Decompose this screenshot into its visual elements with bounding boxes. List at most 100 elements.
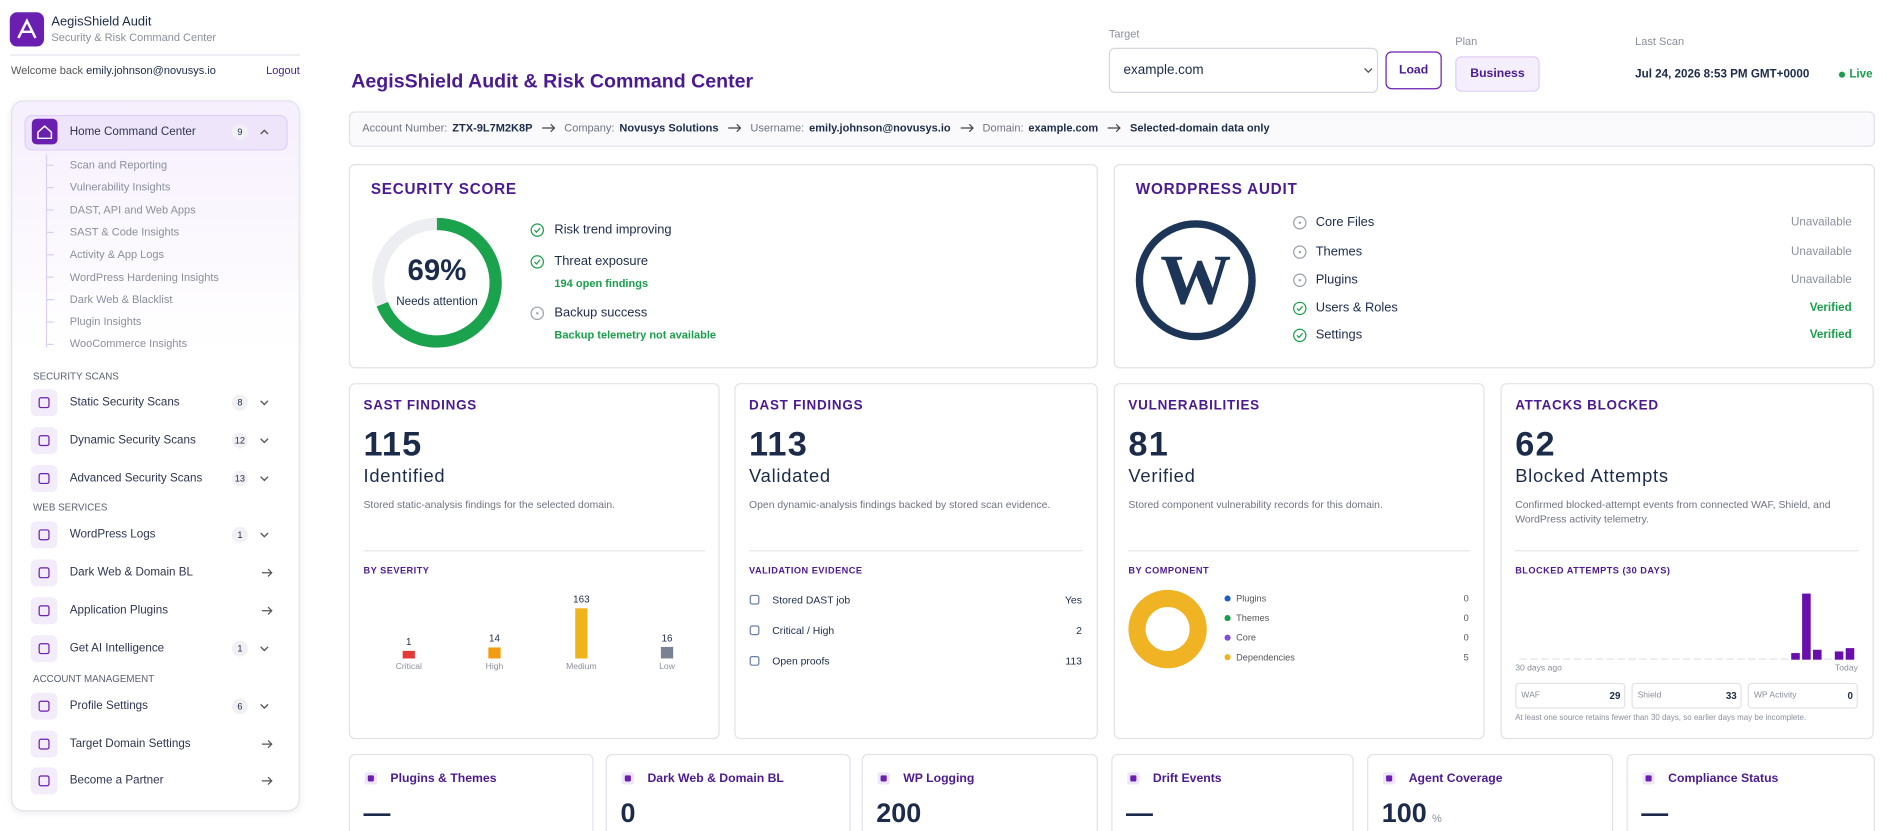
nav-icon bbox=[30, 635, 58, 663]
tile-value: — bbox=[363, 797, 391, 829]
legend-label: Core bbox=[1236, 632, 1257, 644]
tile-detail: Connected bbox=[1382, 829, 1435, 831]
tile-value: — bbox=[1641, 797, 1669, 829]
attacks-card bbox=[1500, 383, 1874, 740]
bar-track bbox=[1617, 658, 1625, 660]
nav-child[interactable]: WooCommerce Insights bbox=[69, 337, 188, 351]
nav-label[interactable]: Application Plugins bbox=[69, 603, 169, 618]
logout[interactable]: Logout bbox=[266, 64, 300, 77]
nav-child[interactable]: Scan and Reporting bbox=[69, 158, 168, 171]
plan-label: Plan bbox=[1455, 35, 1478, 48]
note: At least one source retains fewer than 3… bbox=[1515, 713, 1807, 723]
nav-child[interactable]: Vulnerability Insights bbox=[69, 181, 171, 194]
bar-track bbox=[1824, 658, 1832, 660]
bar-category: High bbox=[485, 663, 504, 672]
target-select[interactable] bbox=[1108, 47, 1379, 94]
card-title: SAST FINDINGS bbox=[363, 398, 478, 413]
nav-icon bbox=[30, 559, 58, 587]
bar-track bbox=[1650, 658, 1658, 660]
app-tagline: Security & Risk Command Center bbox=[51, 31, 217, 44]
separator bbox=[728, 124, 742, 133]
legend-value: 0 bbox=[1463, 592, 1469, 604]
nav-section: WEB SERVICES bbox=[33, 502, 108, 514]
card-title: VULNERABILITIES bbox=[1128, 398, 1260, 413]
nav-label[interactable]: Static Security Scans bbox=[69, 395, 180, 410]
arrow bbox=[728, 124, 742, 133]
check-icon bbox=[1293, 328, 1307, 343]
nav-glyph bbox=[38, 529, 50, 541]
crumb-key: Account Number: bbox=[362, 121, 448, 135]
app-name: AegisShield Audit bbox=[51, 14, 152, 30]
load-button[interactable] bbox=[1385, 51, 1442, 90]
legend-label: Dependencies bbox=[1236, 651, 1295, 663]
source-name: WP Activity bbox=[1753, 690, 1797, 700]
badge-bg bbox=[231, 124, 248, 141]
tile-value: 0 bbox=[620, 797, 636, 829]
section-title: BLOCKED ATTEMPTS (30 DAYS) bbox=[1515, 564, 1671, 576]
load-label[interactable]: Load bbox=[1398, 63, 1429, 77]
check-icon bbox=[530, 223, 545, 237]
card-count: 113 bbox=[749, 424, 808, 463]
nav-label[interactable]: WordPress Logs bbox=[69, 527, 156, 542]
nav-glyph bbox=[38, 643, 50, 655]
nav-child[interactable]: SAST & Code Insights bbox=[69, 225, 180, 239]
nav-label[interactable]: Dynamic Security Scans bbox=[69, 433, 196, 448]
check-mark bbox=[1296, 305, 1304, 312]
tile-detail: 0 flagged providers bbox=[621, 829, 715, 831]
badge-bg bbox=[231, 470, 248, 487]
separator bbox=[1107, 124, 1122, 133]
welcome-text: Welcome back bbox=[11, 64, 84, 77]
nav-section: SECURITY SCANS bbox=[33, 371, 119, 383]
chevron bbox=[260, 400, 269, 406]
wp-status: Unavailable bbox=[1790, 273, 1852, 287]
bar bbox=[488, 647, 501, 659]
badge: 6 bbox=[237, 700, 243, 712]
tile-glyph bbox=[1386, 775, 1393, 782]
nav-child[interactable]: Plugin Insights bbox=[69, 315, 142, 328]
tile-title: Plugins & Themes bbox=[390, 772, 497, 786]
bar bbox=[1813, 649, 1822, 660]
plan-value[interactable]: Business bbox=[1470, 66, 1525, 81]
sidebar bbox=[11, 100, 300, 812]
plan-badge[interactable] bbox=[1455, 56, 1540, 92]
last-scan-label: Last Scan bbox=[1635, 35, 1685, 48]
card-count: 115 bbox=[363, 424, 423, 463]
badge-bg bbox=[231, 640, 248, 657]
nav-child[interactable]: WordPress Hardening Insights bbox=[69, 270, 219, 283]
nav-child[interactable]: Dark Web & Blacklist bbox=[69, 292, 173, 306]
breadcrumb-row: Account Number: ZTX-9L7M2K8P Company: Novus… bbox=[362, 122, 1269, 135]
arrow bbox=[261, 776, 273, 785]
badge: 1 bbox=[237, 529, 243, 541]
evidence-label: Stored DAST job bbox=[772, 593, 851, 606]
nav-label[interactable]: Target Domain Settings bbox=[69, 737, 191, 751]
card-subtitle: Verified bbox=[1128, 466, 1196, 488]
welcome: Welcome back emily.johnson@novusys.io bbox=[11, 64, 216, 77]
live-dot bbox=[1838, 71, 1846, 78]
tile-title: Agent Coverage bbox=[1408, 772, 1503, 786]
nav-child[interactable]: Activity & App Logs bbox=[69, 248, 165, 261]
chevron bbox=[260, 532, 269, 538]
crumb-key: Company: bbox=[564, 121, 615, 135]
nav-label[interactable]: Profile Settings bbox=[69, 699, 148, 713]
legend-dot bbox=[1224, 595, 1231, 602]
check-icon bbox=[1293, 301, 1307, 316]
nav-label[interactable]: Advanced Security Scans bbox=[69, 471, 203, 486]
legend-dot bbox=[1224, 654, 1231, 661]
nav-section: ACCOUNT MANAGEMENT bbox=[33, 673, 155, 685]
tile-detail: Since previous inventory snapshot bbox=[1126, 829, 1294, 831]
bar-track bbox=[1584, 658, 1593, 660]
wp-logo-letter: W bbox=[1160, 242, 1231, 320]
nav-glyph bbox=[38, 567, 50, 579]
evidence-label: Open proofs bbox=[772, 654, 830, 667]
nav-label[interactable]: Home Command Center bbox=[69, 125, 196, 139]
bar-category: Critical bbox=[395, 663, 422, 672]
nav-label[interactable]: Become a Partner bbox=[69, 773, 164, 788]
info-icon bbox=[1293, 245, 1307, 259]
nav-child[interactable]: DAST, API and Web Apps bbox=[69, 203, 196, 216]
row-icon bbox=[749, 594, 760, 605]
nav-glyph bbox=[38, 473, 50, 485]
nav-label[interactable]: Dark Web & Domain BL bbox=[69, 565, 193, 580]
bar-track bbox=[1704, 658, 1712, 660]
nav-label[interactable]: Get AI Intelligence bbox=[69, 641, 165, 656]
